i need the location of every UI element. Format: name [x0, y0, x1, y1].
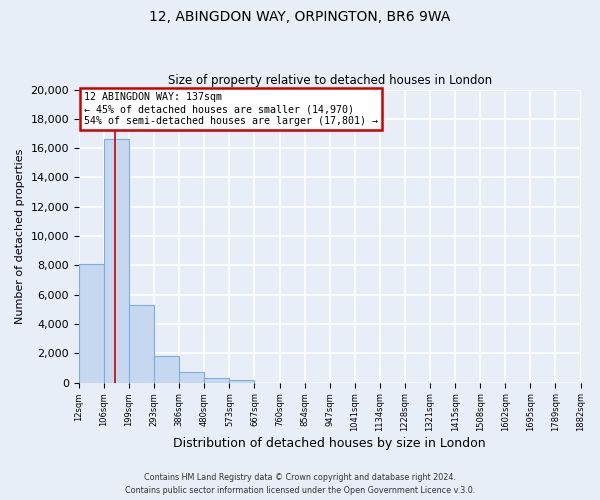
X-axis label: Distribution of detached houses by size in London: Distribution of detached houses by size … [173, 437, 486, 450]
Text: Contains HM Land Registry data © Crown copyright and database right 2024.
Contai: Contains HM Land Registry data © Crown c… [125, 474, 475, 495]
Text: 12, ABINGDON WAY, ORPINGTON, BR6 9WA: 12, ABINGDON WAY, ORPINGTON, BR6 9WA [149, 10, 451, 24]
Title: Size of property relative to detached houses in London: Size of property relative to detached ho… [167, 74, 492, 87]
Bar [229, 380, 254, 382]
Text: 12 ABINGDON WAY: 137sqm
← 45% of detached houses are smaller (14,970)
54% of sem: 12 ABINGDON WAY: 137sqm ← 45% of detache… [84, 92, 378, 126]
Bar [154, 356, 179, 382]
Bar [79, 264, 104, 382]
Bar [129, 305, 154, 382]
Y-axis label: Number of detached properties: Number of detached properties [15, 148, 25, 324]
Bar [104, 140, 129, 382]
Bar [179, 372, 205, 382]
Bar [205, 378, 229, 382]
